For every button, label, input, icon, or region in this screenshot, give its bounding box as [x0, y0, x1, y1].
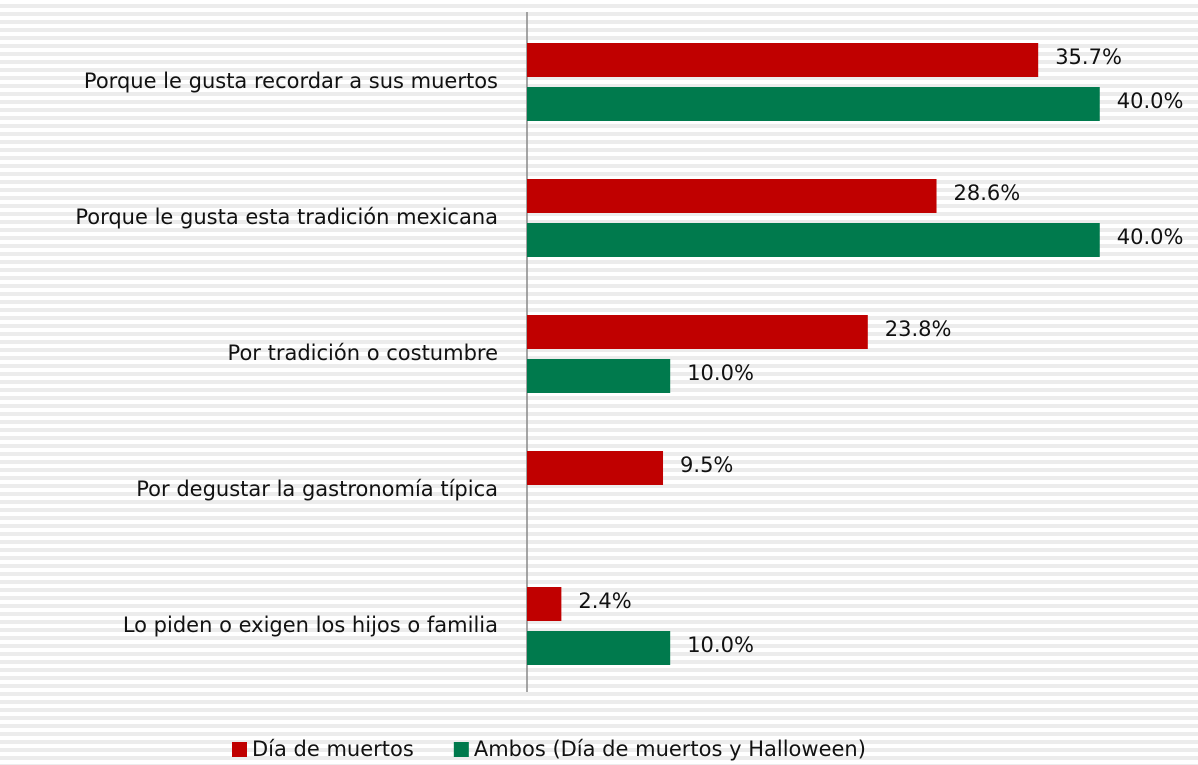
category-label: Lo piden o exigen los hijos o familia [123, 613, 498, 637]
bar [527, 631, 671, 665]
legend-swatch [232, 742, 247, 757]
value-label: 23.8% [885, 317, 952, 341]
category-label: Porque le gusta recordar a sus muertos [84, 69, 498, 93]
value-label: 35.7% [1055, 45, 1122, 69]
value-label: 2.4% [578, 589, 631, 613]
value-label: 28.6% [954, 181, 1021, 205]
legend-label: Ambos (Día de muertos y Halloween) [474, 737, 866, 761]
bar [527, 179, 937, 213]
legend-swatch [453, 742, 469, 757]
bar [527, 87, 1100, 121]
value-label: 40.0% [1117, 89, 1184, 113]
bar [527, 451, 664, 485]
bar [527, 359, 671, 393]
value-label: 40.0% [1117, 225, 1184, 249]
category-label: Porque le gusta esta tradición mexicana [75, 205, 498, 229]
bar [527, 223, 1100, 257]
category-label: Por tradición o costumbre [228, 341, 498, 365]
bar [527, 43, 1039, 77]
value-label: 10.0% [687, 361, 754, 385]
bar [527, 315, 868, 349]
value-label: 9.5% [680, 453, 733, 477]
legend-label: Día de muertos [252, 737, 414, 761]
value-label: 10.0% [687, 633, 754, 657]
category-label: Por degustar la gastronomía típica [136, 477, 498, 501]
bar [527, 587, 562, 621]
